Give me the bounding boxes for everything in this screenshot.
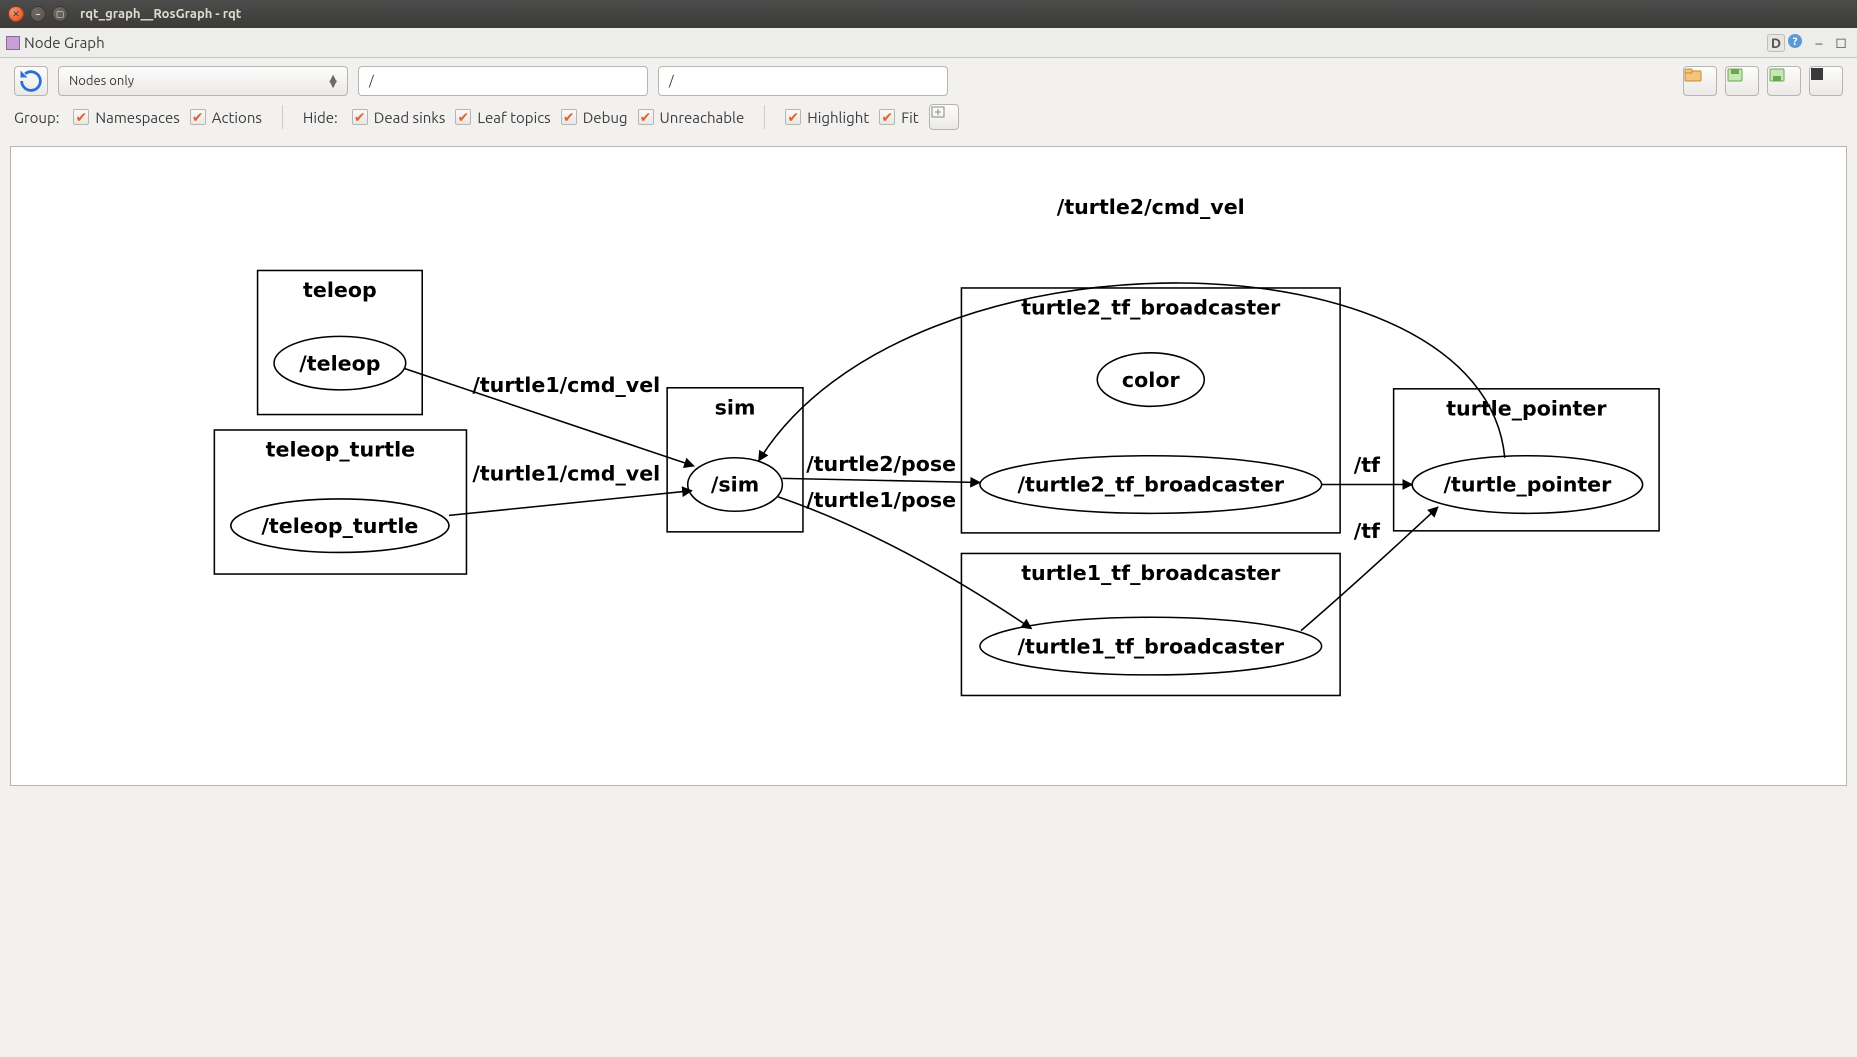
svg-text:teleop: teleop [303,278,377,302]
window-buttons: ✕ − ▢ [8,6,68,22]
svg-text:/turtle1_tf_broadcaster: /turtle1_tf_broadcaster [1017,634,1284,658]
debug-checkbox-label: Debug [583,109,628,126]
refresh-button[interactable] [14,66,48,96]
window-close-button[interactable]: ✕ [8,6,24,22]
svg-text:teleop_turtle: teleop_turtle [266,438,415,462]
svg-text:/turtle2_tf_broadcaster: /turtle2_tf_broadcaster [1017,473,1284,497]
svg-text:/turtle1/pose: /turtle1/pose [806,488,956,512]
window-minimize-button[interactable]: − [30,6,46,22]
leaf-topics-checkbox-label: Leaf topics [477,109,550,126]
dock-float-button[interactable]: ◻ [1831,33,1851,53]
svg-text:color: color [1122,368,1181,392]
plugin-icon [6,36,20,50]
svg-text:/turtle_pointer: /turtle_pointer [1443,473,1612,497]
fit-checkbox-label: Fit [901,109,918,126]
ros-graph-svg: /turtle1/cmd_vel/turtle1/cmd_vel/turtle2… [11,147,1846,785]
group-label: Group: [14,109,59,126]
window-titlebar: ✕ − ▢ rqt_graph__RosGraph - rqt [0,0,1857,28]
toolbar-separator [282,105,283,129]
node-filter-input[interactable]: / [358,66,648,96]
right-tool-buttons [1683,66,1843,96]
highlight-checkbox[interactable]: ✔Highlight [785,109,869,126]
svg-text:/tf: /tf [1354,453,1381,477]
node-filter-value: / [369,74,374,88]
graph-mode-value: Nodes only [69,74,134,88]
unreachable-checkbox[interactable]: ✔Unreachable [638,109,745,126]
svg-text:sim: sim [715,396,756,420]
open-button[interactable] [1683,66,1717,96]
highlight-checkbox-label: Highlight [807,109,869,126]
window-title: rqt_graph__RosGraph - rqt [80,7,241,21]
stop-button[interactable] [1809,66,1843,96]
svg-text:/turtle2/cmd_vel: /turtle2/cmd_vel [1057,195,1245,219]
window-maximize-button[interactable]: ▢ [52,6,68,22]
svg-text:turtle_pointer: turtle_pointer [1446,397,1607,421]
help-icon[interactable]: ? [1787,33,1807,53]
svg-text:/turtle1/cmd_vel: /turtle1/cmd_vel [472,373,660,397]
namespaces-checkbox-label: Namespaces [95,109,179,126]
main-toolbar: Nodes only ▲▼ / / [0,58,1857,104]
svg-text:/teleop_turtle: /teleop_turtle [261,514,418,538]
actions-checkbox[interactable]: ✔Actions [190,109,262,126]
topic-filter-input[interactable]: / [658,66,948,96]
svg-text:/turtle2/pose: /turtle2/pose [806,452,956,476]
namespaces-checkbox[interactable]: ✔Namespaces [73,109,179,126]
leaf-topics-checkbox[interactable]: ✔Leaf topics [455,109,550,126]
svg-text:turtle2_tf_broadcaster: turtle2_tf_broadcaster [1021,296,1281,320]
debug-checkbox[interactable]: ✔Debug [561,109,628,126]
options-toolbar: Group: ✔Namespaces ✔Actions Hide: ✔Dead … [0,104,1857,140]
topic-filter-value: / [669,74,674,88]
svg-text:/turtle1/cmd_vel: /turtle1/cmd_vel [472,461,660,485]
graph-mode-select[interactable]: Nodes only ▲▼ [58,66,348,96]
dead-sinks-checkbox-label: Dead sinks [374,109,446,126]
save-green-button[interactable] [1725,66,1759,96]
hide-label: Hide: [303,109,338,126]
dock-d-button[interactable]: D [1767,34,1785,52]
svg-text:turtle1_tf_broadcaster: turtle1_tf_broadcaster [1021,561,1281,585]
svg-text:/tf: /tf [1354,519,1381,543]
svg-text:/teleop: /teleop [299,351,380,375]
unreachable-checkbox-label: Unreachable [660,109,745,126]
actions-checkbox-label: Actions [212,109,262,126]
svg-text:/sim: /sim [711,473,759,497]
plugin-title: Node Graph [24,34,105,51]
plugin-header: Node Graph D ? – ◻ [0,28,1857,58]
svg-text:?: ? [1793,36,1798,48]
dead-sinks-checkbox[interactable]: ✔Dead sinks [352,109,446,126]
dropdown-arrows-icon: ▲▼ [329,75,337,87]
graph-canvas[interactable]: /turtle1/cmd_vel/turtle1/cmd_vel/turtle2… [10,146,1847,786]
save-green2-button[interactable] [1767,66,1801,96]
fit-checkbox[interactable]: ✔Fit [879,109,918,126]
fit-view-button[interactable] [929,104,959,130]
toolbar-separator [764,105,765,129]
dock-minimize-button[interactable]: – [1809,33,1829,53]
